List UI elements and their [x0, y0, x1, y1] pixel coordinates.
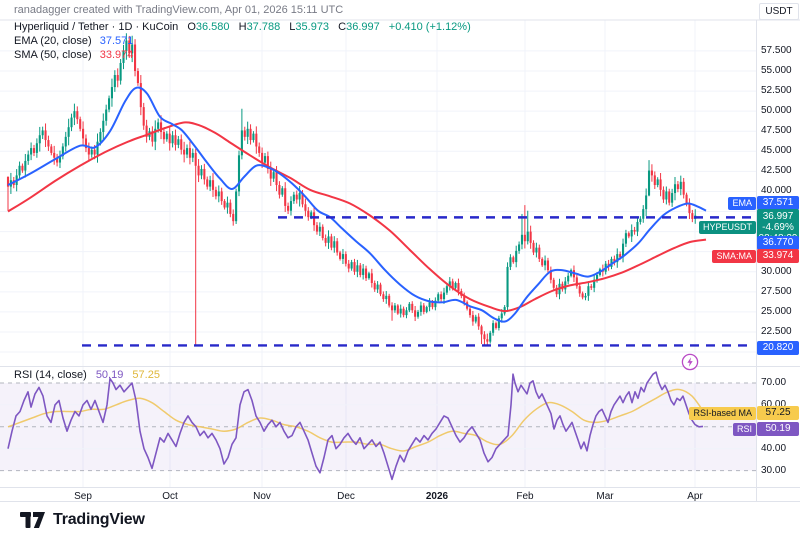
price-tick-label: 22.500	[761, 325, 792, 337]
ohlc-high-letter: H	[238, 21, 247, 33]
time-tick-label: Feb	[516, 491, 534, 502]
ohlc-close-value: 36.997	[346, 21, 380, 33]
rsi-legend-label[interactable]: RSI (14, close)	[14, 369, 87, 381]
price-tick-label: 45.000	[761, 145, 792, 157]
price-tick-label: 42.500	[761, 165, 792, 177]
price-tick-label: 27.500	[761, 285, 792, 297]
rsi-tick-label: 60.00	[761, 398, 787, 410]
time-tick-label: Mar	[596, 491, 614, 502]
rsi-tick-label: 30.00	[761, 464, 787, 476]
ema-legend-label[interactable]: EMA (20, close)	[14, 35, 92, 47]
watermark: ranadagger created with TradingView.com,…	[14, 4, 344, 16]
rsi-ma-axis-label: RSI-based MA 57.25	[689, 406, 799, 420]
price-tick-label: 25.000	[761, 305, 792, 317]
ohlc-low-value: 35.973	[295, 21, 330, 33]
rsi-ma-tag: RSI-based MA	[689, 406, 756, 420]
rsi-ma-axis-value: 57.25	[757, 406, 799, 420]
time-tick-label: Oct	[162, 491, 178, 502]
sma-price-value: 33.974	[757, 249, 799, 263]
time-tick-label: Dec	[337, 491, 355, 502]
level-low-value: 20.820	[757, 341, 799, 355]
ohlc-open-value: 36.580	[195, 21, 230, 33]
ohlc-close-letter: C	[338, 21, 347, 33]
price-tick-label: 50.000	[761, 105, 792, 117]
rsi-tag: RSI	[732, 422, 756, 436]
price-tick-label: 40.000	[761, 185, 792, 197]
price-tick-label: 57.500	[761, 44, 792, 56]
change-percent-value: -4.69%	[762, 222, 794, 233]
rsi-legend-value: 50.19	[95, 369, 124, 381]
ohlc-low-letter: L	[289, 21, 296, 33]
ema-price-label: EMA 37.571	[728, 196, 799, 210]
sma-tag: SMA:MA	[712, 249, 756, 263]
price-tick-label: 52.500	[761, 85, 792, 97]
ema-price-value: 37.571	[757, 196, 799, 210]
rsi-tick-label: 70.00	[761, 377, 787, 388]
rsi-axis-label: RSI 50.19	[732, 422, 799, 436]
tradingview-logo-mark	[20, 512, 45, 528]
level-line-label: 36.770	[757, 236, 799, 250]
change-value: +0.410 (+1.12%)	[388, 21, 471, 33]
time-tick-label: Nov	[253, 491, 271, 502]
price-tick-label: 55.000	[761, 65, 792, 76]
lightning-icon[interactable]	[681, 353, 699, 371]
sma-legend-label[interactable]: SMA (50, close)	[14, 49, 92, 61]
time-tick-label: Apr	[687, 491, 703, 502]
sma-price-label: SMA:MA 33.974	[712, 249, 799, 263]
main-legend[interactable]: Hyperliquid / Tether · 1D · KuCoin O36.5…	[14, 21, 471, 63]
ohlc-high-value: 37.788	[246, 21, 281, 33]
time-tick-label: 2026	[425, 491, 449, 502]
rsi-ma-legend-value: 57.25	[132, 369, 160, 381]
sma-legend-value: 33.974	[99, 49, 134, 61]
level-low-label: 20.820	[757, 341, 799, 355]
level-line-value: 36.770	[757, 236, 799, 250]
rsi-axis-value: 50.19	[757, 422, 799, 436]
last-price-value: 36.997	[762, 211, 794, 222]
tradingview-logo-text: TradingView	[53, 511, 145, 528]
ema-legend-value: 37.571	[99, 35, 134, 47]
ohlc-open-letter: O	[187, 21, 196, 33]
tradingview-logo[interactable]: TradingView	[20, 509, 145, 531]
time-tick-label: Sep	[74, 491, 92, 502]
price-tick-label: 30.000	[761, 265, 792, 277]
ema-tag: EMA	[728, 196, 756, 210]
symbol-tag: HYPEUSDT	[698, 221, 756, 234]
price-tick-label: 47.500	[761, 125, 792, 137]
rsi-legend[interactable]: RSI (14, close) 50.19 57.25	[14, 369, 160, 381]
symbol-title[interactable]: Hyperliquid / Tether · 1D · KuCoin	[14, 21, 179, 33]
rsi-tick-label: 40.00	[761, 442, 787, 454]
currency-label[interactable]: USDT	[759, 3, 799, 20]
